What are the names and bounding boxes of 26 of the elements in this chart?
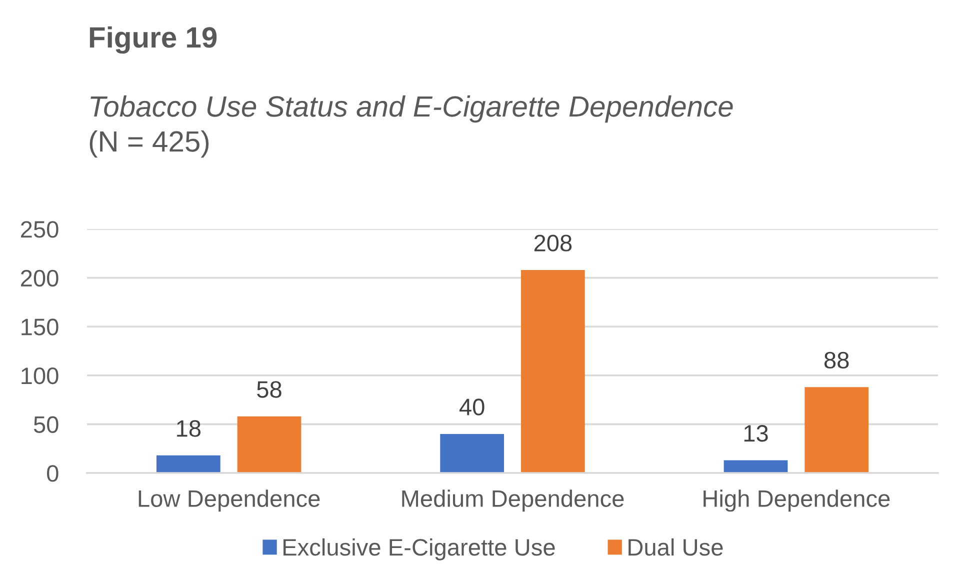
x-tick-label: High Dependence <box>704 490 890 512</box>
y-tick-label: 200 <box>21 270 58 287</box>
y-tick-label: 100 <box>22 367 58 384</box>
y-tick-label: 0 <box>47 465 58 482</box>
data-label: 18 <box>177 420 201 437</box>
bar <box>804 387 869 473</box>
chart-subtitle: Tobacco Use Status and E-Cigarette Dependence <box>90 95 733 123</box>
bar <box>440 434 504 473</box>
chart-title: Figure 19 <box>90 26 217 54</box>
x-tick-label: Medium Dependence <box>402 490 624 512</box>
data-label: 13 <box>744 425 768 442</box>
y-tick-label: 150 <box>22 318 58 336</box>
text: (N = 425) <box>90 130 209 158</box>
data-label: 208 <box>534 234 572 252</box>
bar <box>156 455 220 473</box>
bar <box>520 270 585 473</box>
x-tick-label: Low Dependence <box>138 490 320 512</box>
legend-label: Exclusive E-Cigarette Use <box>284 538 555 560</box>
y-tick-label: 250 <box>21 221 58 238</box>
bar <box>724 460 788 473</box>
y-tick-label: 50 <box>34 416 58 433</box>
data-label: 88 <box>824 352 849 369</box>
bar <box>237 416 302 473</box>
legend-label: Dual Use <box>628 538 723 556</box>
data-label: 58 <box>257 381 282 398</box>
data-label: 40 <box>459 398 484 416</box>
